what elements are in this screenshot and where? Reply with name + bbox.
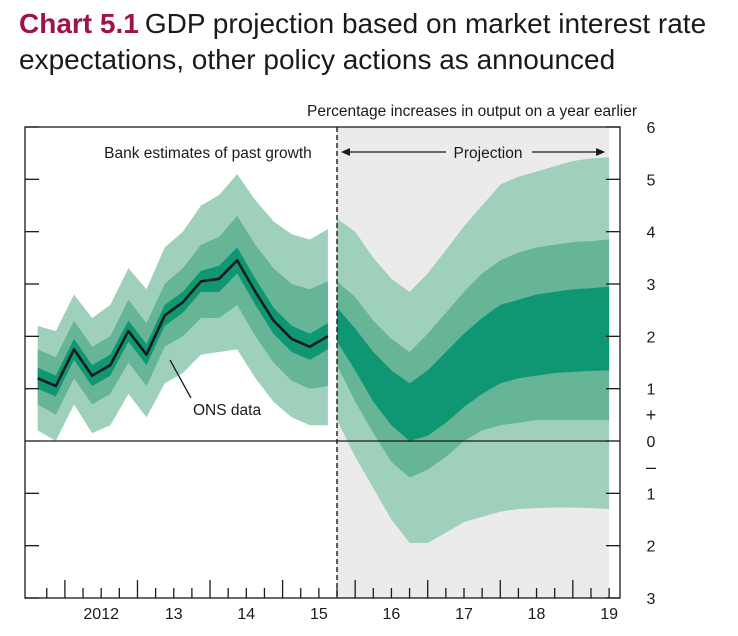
y-tick-label: 3 <box>647 277 656 294</box>
y-tick-label: 4 <box>647 225 656 242</box>
axes-layer <box>24 126 621 599</box>
ons-data-label: ONS data <box>193 402 261 419</box>
y-tick-label: 2 <box>647 329 656 346</box>
x-tick-label: 15 <box>310 606 328 623</box>
y-tick-label: 6 <box>647 120 656 137</box>
chart-number: Chart 5.1 <box>19 8 139 39</box>
y-tick-label: 5 <box>647 172 656 189</box>
projection-arrowhead-left <box>341 148 351 156</box>
x-tick-label: 19 <box>600 606 618 623</box>
x-tick-label: 2012 <box>83 606 119 623</box>
projection-label: Projection <box>454 145 523 162</box>
labels-layer: Percentage increases in output on a year… <box>83 103 656 623</box>
x-tick-label: 13 <box>165 606 183 623</box>
y-tick-label: 0 <box>647 434 656 451</box>
ons-data-line <box>37 259 329 388</box>
y-tick-label: 1 <box>647 382 656 399</box>
y-negative-sign: – <box>646 457 656 477</box>
projection-fan-inner-band <box>337 286 610 441</box>
y-tick-label: 1 <box>647 486 656 503</box>
ons-line-layer <box>37 259 329 388</box>
y-positive-sign: + <box>646 405 657 425</box>
plot-frame <box>24 126 621 599</box>
projection-arrowhead-right <box>596 148 606 156</box>
ons-leader-line <box>169 359 192 399</box>
chart-title-text: GDP projection based on market interest … <box>19 8 707 75</box>
x-tick-label: 16 <box>383 606 401 623</box>
x-tick-label: 17 <box>455 606 473 623</box>
fan-bands-layer <box>37 157 610 543</box>
chart-subtitle: Percentage increases in output on a year… <box>307 103 637 120</box>
chart-title: Chart 5.1 GDP projection based on market … <box>19 6 734 78</box>
reference-lines-layer <box>37 127 610 598</box>
x-tick-label: 18 <box>528 606 546 623</box>
past-growth-label: Bank estimates of past growth <box>104 145 312 162</box>
x-tick-label: 14 <box>237 606 255 623</box>
y-tick-label: 3 <box>647 591 656 608</box>
y-tick-label: 2 <box>647 539 656 556</box>
past-fan-inner-band <box>37 247 328 397</box>
